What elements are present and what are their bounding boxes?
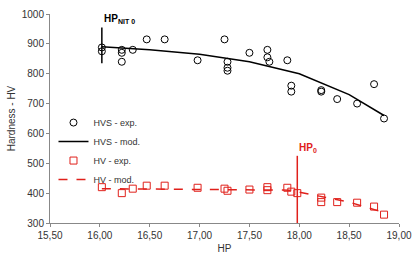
svg-text:16,50: 16,50 [137, 230, 162, 241]
svg-text:HP: HP [218, 243, 232, 254]
svg-text:500: 500 [27, 158, 44, 169]
svg-text:17,00: 17,00 [187, 230, 212, 241]
svg-text:19,00: 19,00 [386, 230, 411, 241]
svg-text:17,50: 17,50 [237, 230, 262, 241]
svg-text:HV - mod.: HV - mod. [93, 175, 134, 185]
svg-text:18,50: 18,50 [337, 230, 362, 241]
svg-text:800: 800 [27, 68, 44, 79]
svg-text:18,00: 18,00 [287, 230, 312, 241]
svg-text:900: 900 [27, 38, 44, 49]
svg-text:16,00: 16,00 [87, 230, 112, 241]
svg-text:HV - exp.: HV - exp. [93, 156, 131, 166]
svg-text:15,50: 15,50 [37, 230, 62, 241]
svg-text:HVS - mod.: HVS - mod. [93, 137, 140, 147]
svg-text:700: 700 [27, 98, 44, 109]
svg-text:HVS - exp.: HVS - exp. [93, 118, 137, 128]
svg-text:HP​NIT 0​: HP​NIT 0​ [104, 13, 135, 25]
svg-text:HP​0​: HP​0​ [299, 142, 317, 154]
svg-text:1000: 1000 [22, 9, 45, 20]
svg-text:300: 300 [27, 218, 44, 229]
svg-text:600: 600 [27, 128, 44, 139]
svg-text:Hardness - HV: Hardness - HV [6, 85, 17, 151]
svg-text:400: 400 [27, 188, 44, 199]
